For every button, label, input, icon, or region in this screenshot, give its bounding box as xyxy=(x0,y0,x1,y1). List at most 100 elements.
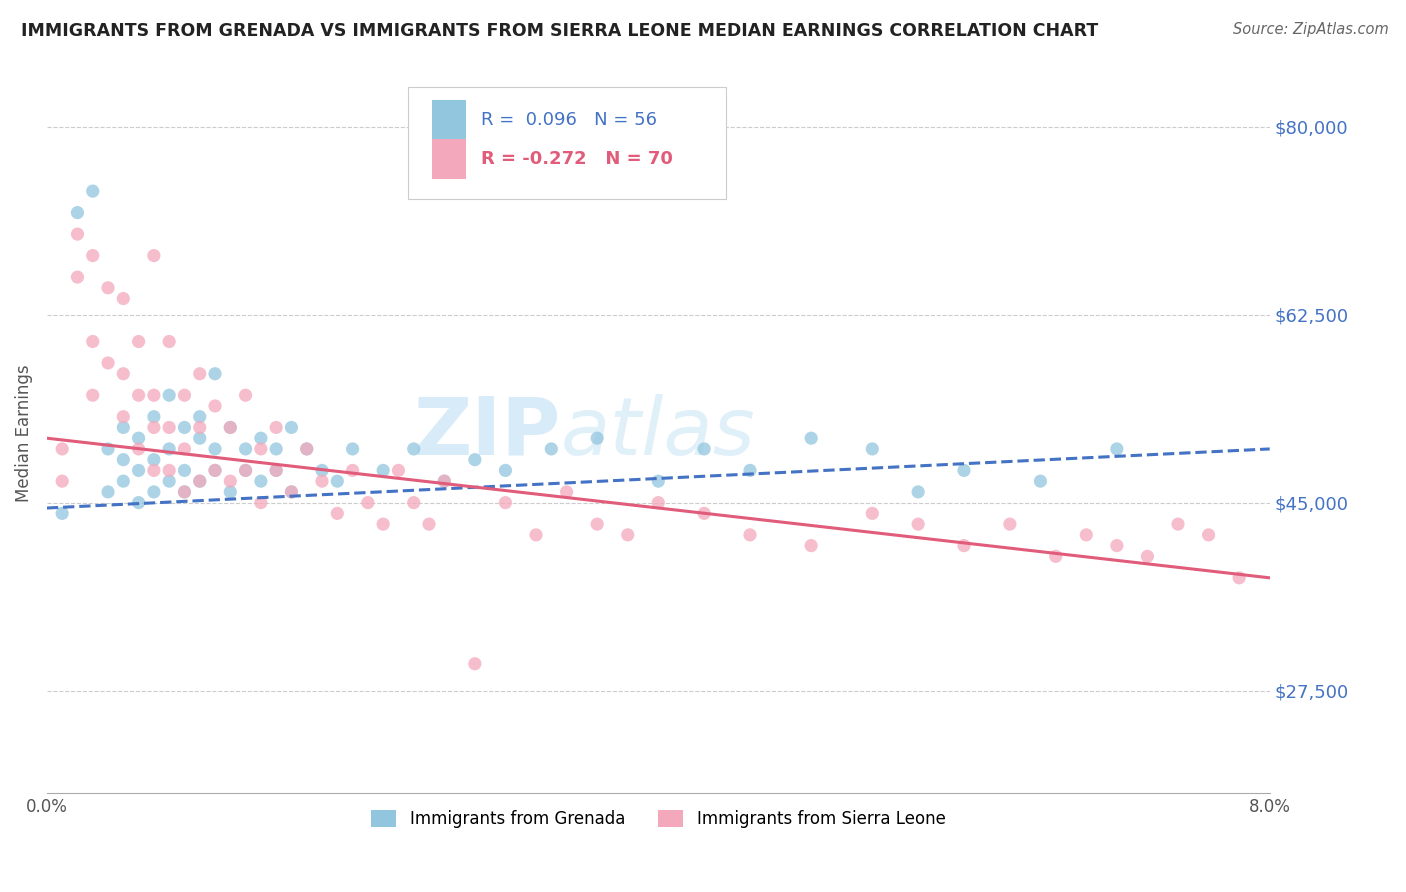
Point xyxy=(647,474,669,488)
Point xyxy=(112,452,135,467)
Point xyxy=(693,442,716,456)
Point xyxy=(142,463,165,477)
Point xyxy=(326,507,349,521)
Point xyxy=(953,463,976,477)
Point xyxy=(142,409,165,424)
Point xyxy=(188,431,211,445)
Point xyxy=(433,474,456,488)
Point xyxy=(235,442,257,456)
Point xyxy=(157,388,180,402)
Point xyxy=(112,367,135,381)
Point xyxy=(219,420,242,434)
Point xyxy=(402,442,425,456)
Point xyxy=(188,474,211,488)
Bar xyxy=(432,139,467,178)
Point xyxy=(464,657,486,671)
Point xyxy=(97,356,120,370)
Text: atlas: atlas xyxy=(561,393,755,472)
Point xyxy=(128,495,150,509)
Point xyxy=(494,495,516,509)
Point xyxy=(540,442,562,456)
Point xyxy=(51,474,73,488)
Text: Source: ZipAtlas.com: Source: ZipAtlas.com xyxy=(1233,22,1389,37)
Point xyxy=(586,431,609,445)
Point xyxy=(860,442,883,456)
Point xyxy=(157,463,180,477)
Point xyxy=(157,420,180,434)
Point xyxy=(235,463,257,477)
Bar xyxy=(432,100,467,140)
Point xyxy=(188,367,211,381)
Point xyxy=(51,442,73,456)
Point xyxy=(418,517,440,532)
Point xyxy=(342,442,364,456)
Text: IMMIGRANTS FROM GRENADA VS IMMIGRANTS FROM SIERRA LEONE MEDIAN EARNINGS CORRELAT: IMMIGRANTS FROM GRENADA VS IMMIGRANTS FR… xyxy=(21,22,1098,40)
Point xyxy=(128,442,150,456)
Point xyxy=(280,484,302,499)
Point xyxy=(112,292,135,306)
Point xyxy=(860,507,883,521)
Point xyxy=(326,474,349,488)
FancyBboxPatch shape xyxy=(408,87,725,199)
Point xyxy=(97,281,120,295)
Point xyxy=(157,474,180,488)
Point xyxy=(128,334,150,349)
Point xyxy=(264,463,287,477)
Point xyxy=(264,463,287,477)
Point xyxy=(1105,442,1128,456)
Point xyxy=(555,484,578,499)
Point xyxy=(97,442,120,456)
Point xyxy=(373,463,395,477)
Point xyxy=(250,495,273,509)
Text: ZIP: ZIP xyxy=(413,393,561,472)
Point xyxy=(280,484,302,499)
Point xyxy=(173,388,195,402)
Point xyxy=(1227,571,1250,585)
Point xyxy=(953,539,976,553)
Point xyxy=(295,442,318,456)
Point xyxy=(112,409,135,424)
Point xyxy=(204,399,226,413)
Point xyxy=(738,463,761,477)
Point xyxy=(342,463,364,477)
Point xyxy=(586,517,609,532)
Point xyxy=(128,388,150,402)
Point xyxy=(97,484,120,499)
Point xyxy=(998,517,1021,532)
Point xyxy=(173,442,195,456)
Point xyxy=(373,517,395,532)
Point xyxy=(204,463,226,477)
Point xyxy=(219,420,242,434)
Point xyxy=(173,463,195,477)
Point xyxy=(616,528,638,542)
Point xyxy=(800,539,823,553)
Point xyxy=(82,249,104,263)
Point xyxy=(907,517,929,532)
Point xyxy=(264,420,287,434)
Point xyxy=(188,474,211,488)
Point xyxy=(907,484,929,499)
Point xyxy=(51,507,73,521)
Point xyxy=(66,205,89,219)
Point xyxy=(387,463,409,477)
Point xyxy=(1045,549,1067,564)
Point xyxy=(142,484,165,499)
Legend: Immigrants from Grenada, Immigrants from Sierra Leone: Immigrants from Grenada, Immigrants from… xyxy=(364,803,952,835)
Point xyxy=(524,528,547,542)
Point xyxy=(357,495,380,509)
Point xyxy=(82,388,104,402)
Point xyxy=(800,431,823,445)
Point xyxy=(204,442,226,456)
Point xyxy=(173,484,195,499)
Point xyxy=(142,452,165,467)
Point xyxy=(128,463,150,477)
Point xyxy=(235,388,257,402)
Point xyxy=(142,388,165,402)
Point xyxy=(250,431,273,445)
Point xyxy=(311,463,333,477)
Point xyxy=(280,420,302,434)
Point xyxy=(433,474,456,488)
Point xyxy=(173,420,195,434)
Point xyxy=(128,431,150,445)
Point xyxy=(112,420,135,434)
